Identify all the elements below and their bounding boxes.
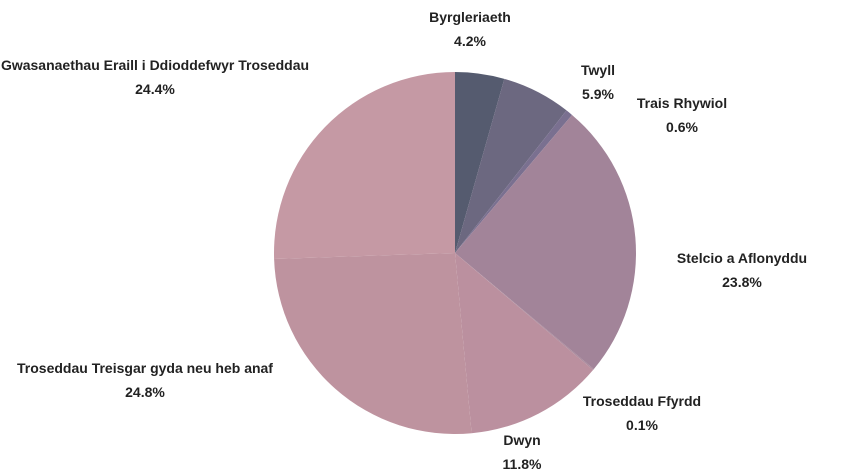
- category-label: Gwasanaethau Eraill i Ddioddefwyr Trosed…: [0, 57, 310, 73]
- slice-label: Trais Rhywiol 0.6%: [602, 91, 762, 139]
- value-label: 11.8%: [502, 456, 542, 472]
- pie-slice: [273, 72, 455, 259]
- value-label: 23.8%: [722, 274, 762, 290]
- pie-slice: [455, 110, 573, 253]
- category-label: Stelcio a Aflonyddu: [676, 250, 808, 266]
- value-label: 4.2%: [454, 33, 486, 49]
- slice-label: Dwyn 11.8%: [462, 428, 582, 476]
- pie-slice: [455, 72, 505, 253]
- slice-label: Twyll 5.9%: [538, 58, 658, 106]
- category-label: Troseddau Ffyrdd: [582, 393, 702, 409]
- pie-slice: [455, 114, 637, 370]
- category-label: Trais Rhywiol: [636, 95, 728, 111]
- slice-label: Gwasanaethau Eraill i Ddioddefwyr Trosed…: [0, 53, 310, 101]
- pie-slice: [455, 253, 594, 371]
- value-label: 0.6%: [666, 119, 698, 135]
- category-label: Twyll: [581, 62, 615, 78]
- category-label: Byrgleriaeth: [429, 9, 511, 25]
- value-label: 24.4%: [135, 81, 175, 97]
- slice-label: Troseddau Ffyrdd 0.1%: [552, 389, 732, 437]
- value-label: 24.8%: [125, 384, 165, 400]
- pie-slice: [455, 78, 567, 253]
- slice-label: Troseddau Treisgar gyda neu heb anaf 24.8…: [0, 356, 290, 404]
- slice-label: Stelcio a Aflonyddu 23.8%: [642, 246, 842, 294]
- value-label: 5.9%: [582, 86, 614, 102]
- pie-slice: [274, 253, 472, 434]
- slice-label: Byrgleriaeth 4.2%: [370, 5, 570, 53]
- pie-slice: [455, 253, 594, 434]
- value-label: 0.1%: [626, 417, 658, 433]
- category-label: Dwyn: [503, 432, 541, 448]
- category-label: Troseddau Treisgar gyda neu heb anaf: [17, 360, 273, 376]
